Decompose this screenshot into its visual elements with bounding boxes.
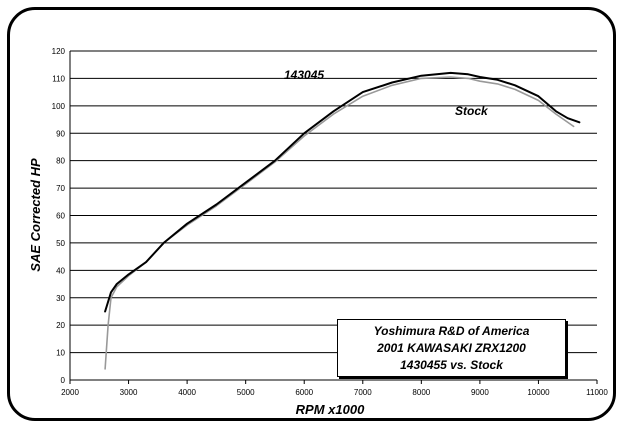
y-tick-label: 20 <box>56 321 65 330</box>
x-tick-label: 6000 <box>295 388 313 397</box>
chart-title-line-2: 2001 KAWASAKI ZRX1200 <box>377 341 526 355</box>
y-tick-label: 60 <box>56 212 65 221</box>
x-tick-label: 4000 <box>178 388 196 397</box>
x-tick-labels: 2000 3000 4000 5000 6000 7000 8000 9000 10000 110… <box>61 388 608 397</box>
y-tick-label: 50 <box>56 239 65 248</box>
y-tick-label: 70 <box>56 184 65 193</box>
axes <box>69 51 598 384</box>
y-tick-label: 0 <box>61 376 66 385</box>
series-label-143045: 143045 <box>284 68 324 82</box>
y-axis-title: SAE Corrected HP <box>28 158 43 272</box>
x-tick-label: 10000 <box>527 388 550 397</box>
y-tick-label: 100 <box>52 102 66 111</box>
series-label-stock: Stock <box>455 104 489 118</box>
y-tick-label: 120 <box>52 47 66 56</box>
chart-title-box: Yoshimura R&D of America 2001 KAWASAKI Z… <box>337 319 566 377</box>
y-tick-label: 80 <box>56 157 65 166</box>
series-line-143045 <box>104 71 581 313</box>
y-tick-labels: 0 10 20 30 40 50 60 70 80 90 100 110 120 <box>52 47 66 385</box>
x-tick-label: 7000 <box>354 388 372 397</box>
chart-title-line-1: Yoshimura R&D of America <box>373 324 530 338</box>
x-tick-label: 5000 <box>237 388 255 397</box>
y-tick-label: 110 <box>52 74 65 83</box>
x-tick-label: 9000 <box>471 388 489 397</box>
x-axis-title: RPM x1000 <box>296 402 365 417</box>
y-tick-label: 90 <box>56 129 65 138</box>
y-tick-label: 40 <box>56 266 65 275</box>
y-tick-label: 30 <box>56 294 65 303</box>
x-tick-label: 11000 <box>586 388 608 397</box>
y-tick-label: 10 <box>56 349 65 358</box>
x-tick-label: 2000 <box>61 388 79 397</box>
x-tick-label: 3000 <box>120 388 138 397</box>
chart-title-line-3: 1430455 vs. Stock <box>400 358 503 372</box>
series-lines <box>104 71 581 370</box>
series-line-stock <box>104 76 575 370</box>
x-tick-label: 8000 <box>412 388 430 397</box>
gridlines <box>70 50 597 354</box>
